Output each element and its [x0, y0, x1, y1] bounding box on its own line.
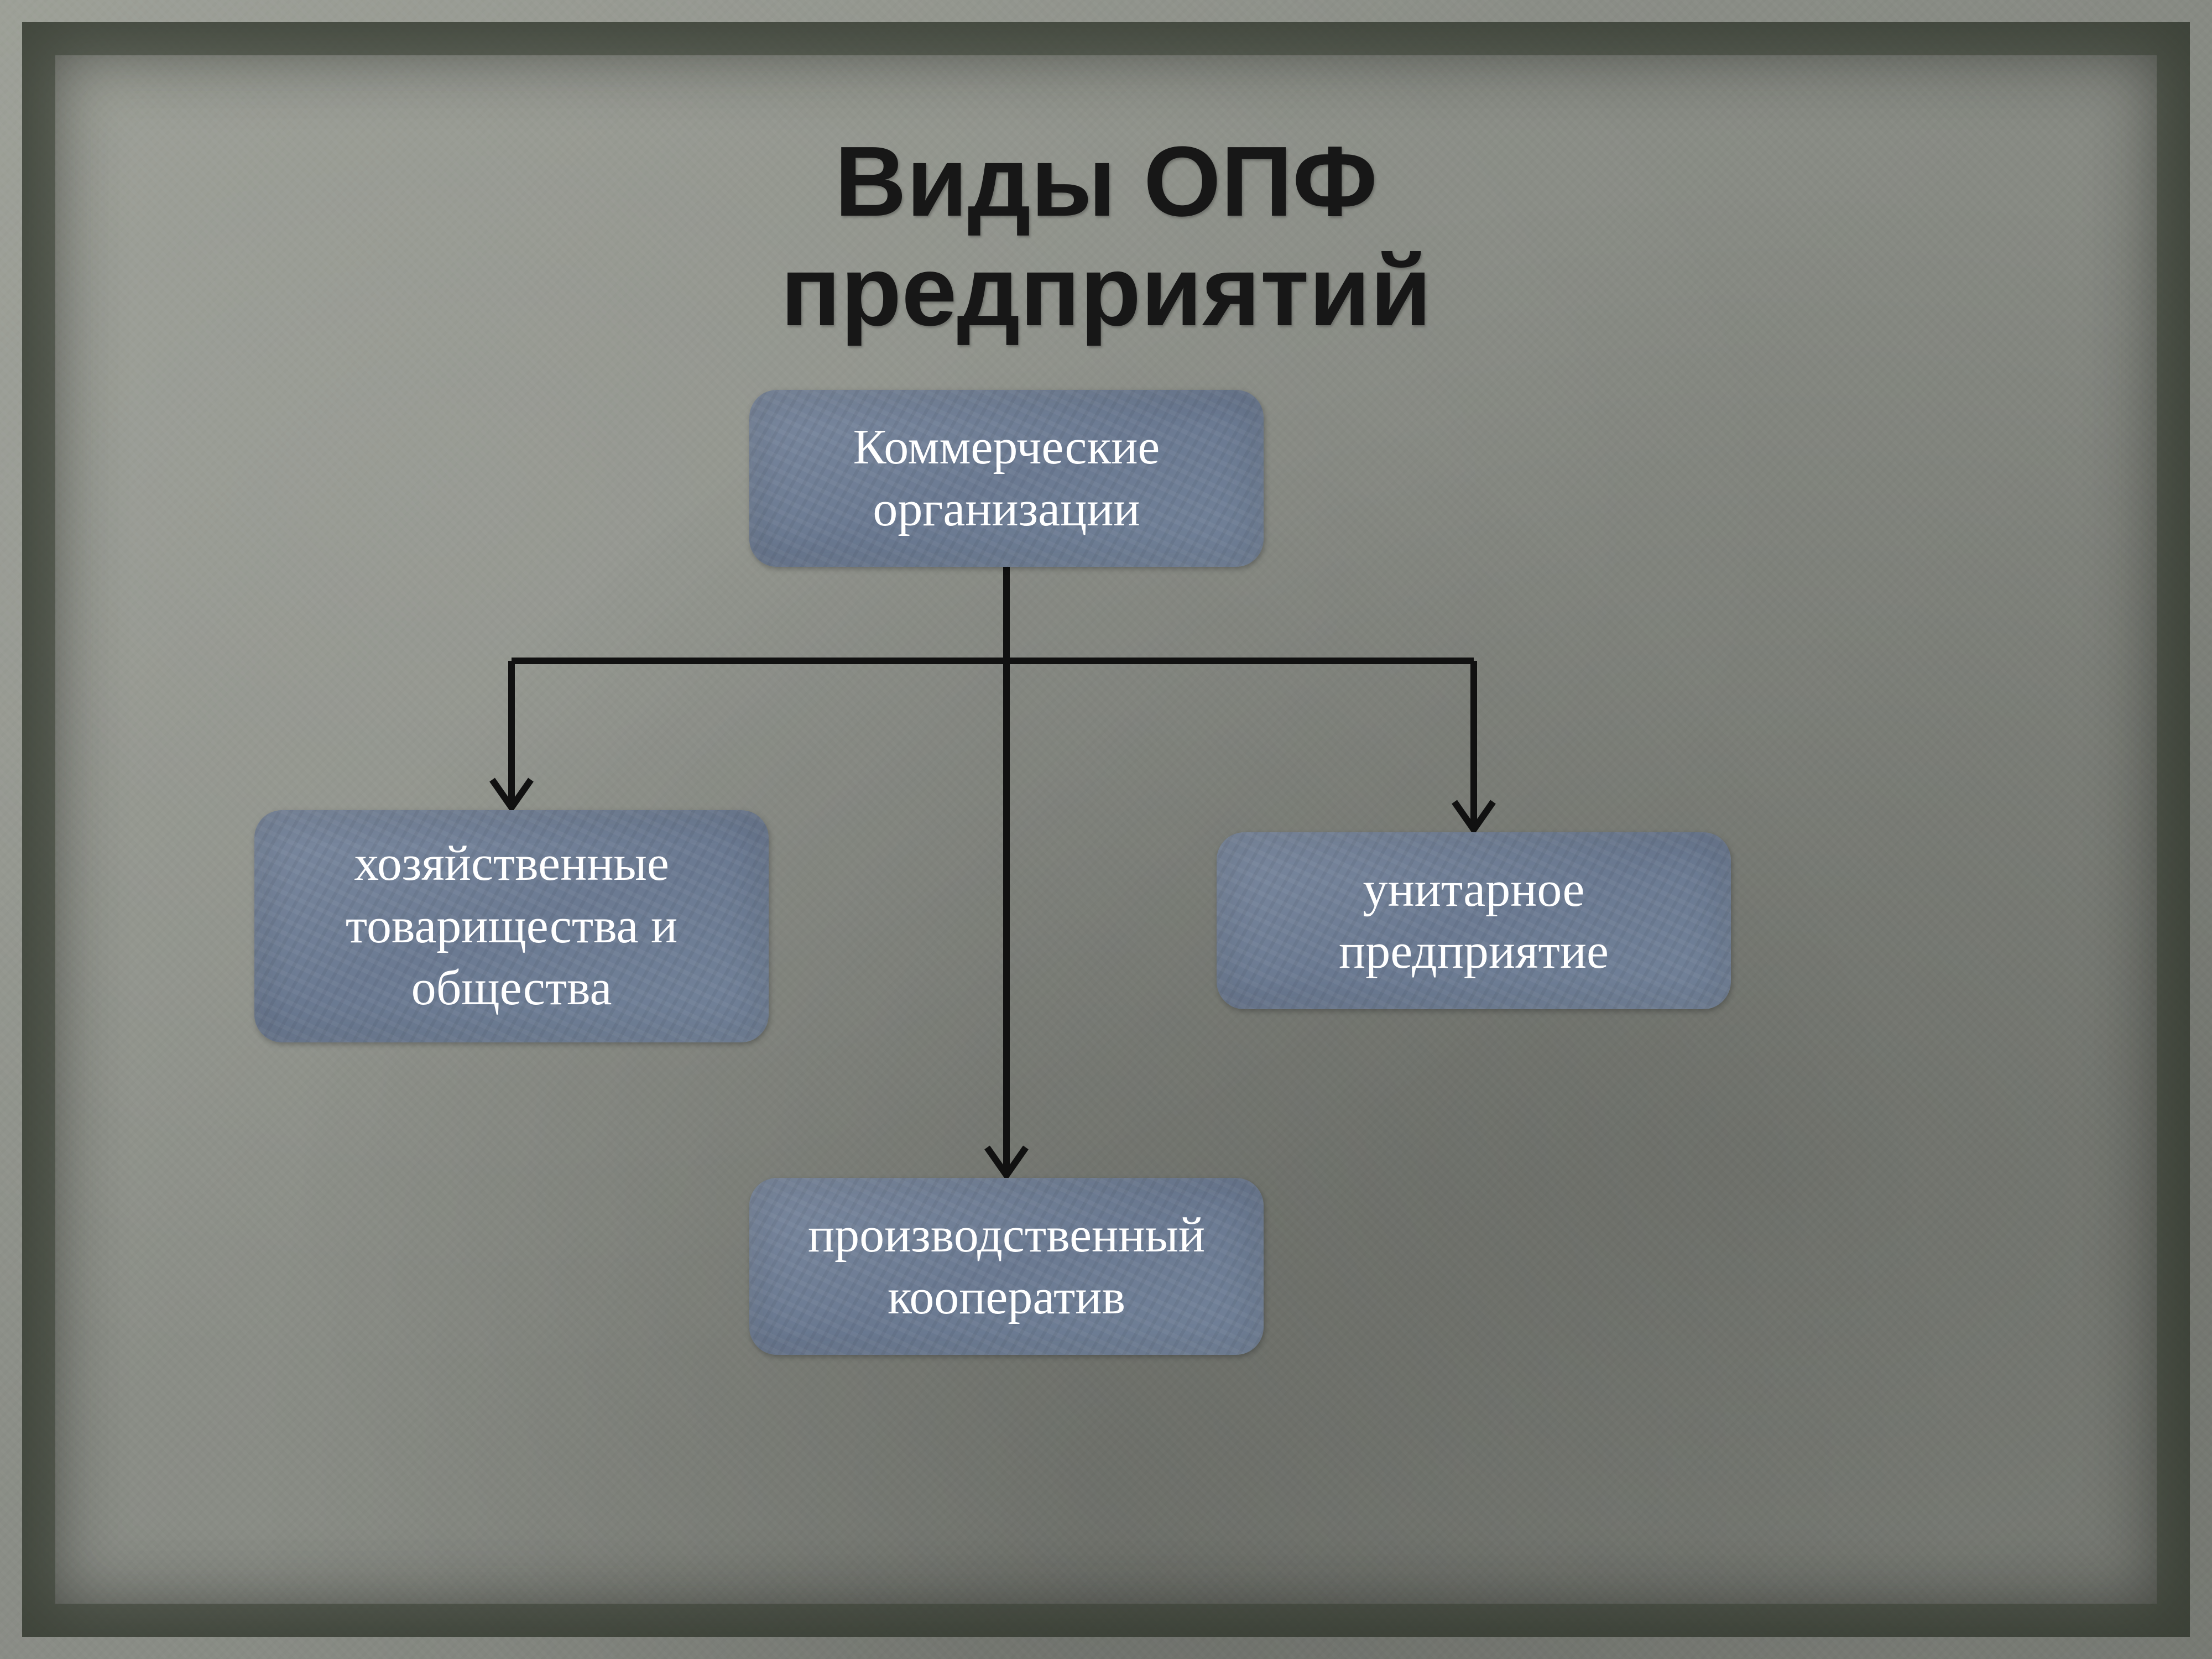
node-root: Коммерческие организации [749, 390, 1264, 567]
page-title: Виды ОПФ предприятий [0, 127, 2212, 346]
title-line-1: Виды ОПФ [834, 126, 1378, 237]
node-right: унитарное предприятие [1217, 832, 1731, 1009]
node-bottom: производственный кооператив [749, 1178, 1264, 1355]
title-line-2: предприятий [781, 236, 1432, 347]
node-left-label: хозяйственные товарищества и общества [265, 833, 758, 1020]
node-root-label: Коммерческие организации [760, 416, 1253, 541]
slide: Виды ОПФ предприятий Коммерческие орга [0, 0, 2212, 1659]
node-right-label: унитарное предприятие [1228, 859, 1720, 983]
node-bottom-label: производственный кооператив [760, 1204, 1253, 1329]
node-left: хозяйственные товарищества и общества [254, 810, 769, 1042]
